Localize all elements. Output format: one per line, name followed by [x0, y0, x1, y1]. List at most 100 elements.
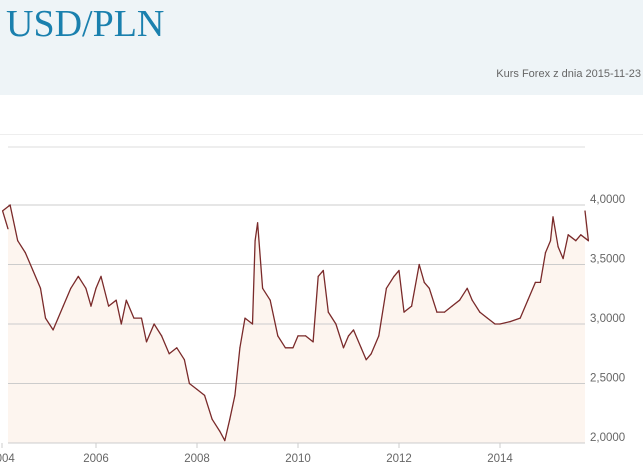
- x-tick-label: 2014: [487, 453, 513, 465]
- data-point: [57, 317, 59, 319]
- data-point: [269, 299, 271, 301]
- data-point: [188, 382, 191, 385]
- divider: [0, 134, 643, 135]
- data-point: [254, 240, 256, 242]
- data-point: [140, 317, 143, 319]
- data-point: [398, 269, 400, 272]
- data-point: [17, 240, 19, 242]
- data-point: [39, 287, 42, 289]
- data-point: [466, 287, 468, 289]
- data-point: [499, 323, 501, 325]
- x-tick-label: 2008: [184, 453, 210, 465]
- data-point: [335, 323, 337, 325]
- x-tick-label: 2006: [83, 453, 109, 465]
- data-point: [360, 347, 362, 349]
- x-tick-label: 2004: [0, 453, 15, 465]
- data-point: [418, 263, 420, 266]
- data-point: [284, 347, 286, 349]
- quote-date: Kurs Forex z dnia 2015-11-23: [496, 68, 641, 80]
- data-point: [342, 347, 345, 349]
- data-point: [85, 287, 87, 289]
- y-tick-label: 3,0000: [590, 313, 625, 325]
- data-point: [224, 440, 226, 442]
- data-point: [347, 335, 350, 337]
- data-point: [549, 240, 552, 242]
- data-point: [32, 269, 34, 272]
- data-point: [90, 305, 92, 307]
- data-point: [471, 299, 473, 301]
- data-point: [100, 275, 102, 277]
- data-point: [44, 317, 47, 319]
- data-point: [9, 204, 11, 206]
- data-point: [562, 257, 564, 260]
- data-point: [219, 430, 221, 432]
- data-point: [567, 234, 569, 236]
- data-point: [52, 329, 54, 331]
- header: USD/PLN Kurs Forex z dnia 2015-11-23: [0, 0, 643, 95]
- data-point: [370, 353, 372, 355]
- data-point: [459, 299, 461, 301]
- y-tick-label: 3,5000: [590, 254, 625, 266]
- data-point: [393, 275, 395, 277]
- data-point: [77, 275, 79, 277]
- data-point: [575, 240, 577, 242]
- data-point: [544, 252, 547, 254]
- data-point: [24, 252, 26, 254]
- data-point: [251, 323, 254, 325]
- data-point: [479, 311, 481, 313]
- data-point: [153, 323, 155, 325]
- data-point: [297, 335, 299, 337]
- page-title: USD/PLN: [6, 3, 165, 45]
- data-point: [183, 359, 185, 361]
- x-tick-label: 2012: [386, 453, 412, 465]
- data-point: [534, 281, 536, 283]
- data-point: [436, 311, 438, 313]
- data-point: [115, 299, 117, 301]
- data-point: [70, 287, 72, 289]
- data-point: [317, 275, 319, 277]
- data-point: [312, 341, 314, 343]
- data-point: [327, 311, 329, 313]
- data-point: [292, 347, 294, 349]
- data-point: [1, 210, 4, 212]
- data-point: [262, 287, 264, 289]
- data-point: [196, 388, 198, 391]
- series-line: [1, 204, 590, 442]
- data-point: [120, 323, 122, 325]
- data-point: [277, 335, 279, 337]
- data-point: [486, 317, 488, 319]
- data-point: [7, 228, 9, 230]
- y-tick-label: 2,0000: [590, 432, 625, 444]
- data-point: [244, 317, 246, 319]
- data-point: [527, 299, 529, 301]
- data-point: [352, 329, 355, 331]
- data-point: [365, 359, 367, 361]
- data-point: [168, 353, 170, 355]
- data-point: [403, 311, 405, 313]
- data-point: [552, 216, 554, 218]
- data-point: [322, 269, 324, 272]
- data-point: [411, 305, 413, 307]
- data-point: [304, 335, 307, 337]
- data-point: [494, 323, 496, 325]
- data-point: [229, 418, 231, 420]
- data-point: [161, 335, 163, 337]
- data-point: [539, 281, 542, 283]
- data-point: [234, 394, 236, 396]
- data-point: [378, 335, 380, 337]
- data-point: [385, 287, 387, 289]
- data-point: [451, 305, 453, 307]
- data-point: [519, 317, 521, 319]
- data-point: [587, 240, 589, 242]
- y-tick-label: 2,5000: [590, 373, 625, 385]
- data-point: [584, 210, 586, 212]
- data-point: [428, 287, 430, 289]
- data-point: [211, 418, 213, 420]
- data-point: [95, 287, 97, 289]
- data-point: [133, 317, 135, 319]
- data-point: [125, 299, 127, 301]
- data-point: [145, 341, 148, 343]
- data-point: [239, 347, 241, 349]
- data-point: [62, 305, 64, 307]
